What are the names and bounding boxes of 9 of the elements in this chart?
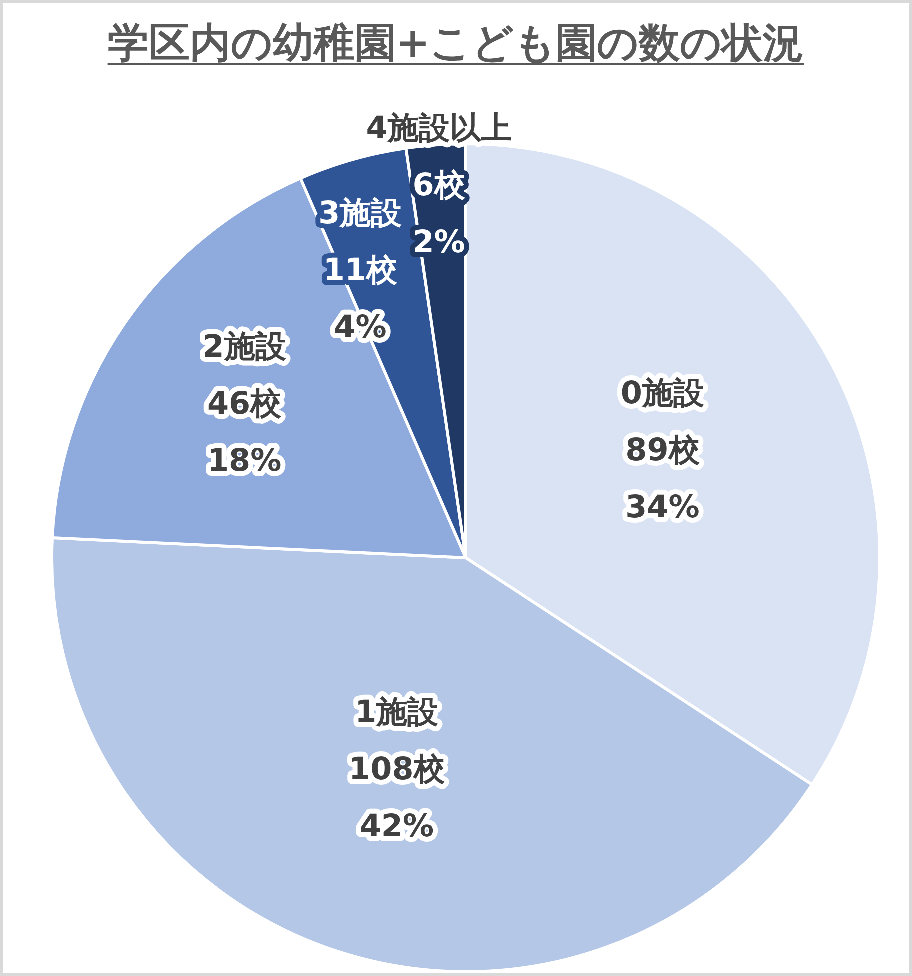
data-label: 108校 42%: [349, 752, 446, 845]
data-label: 89校 34%: [626, 432, 701, 526]
slice-label: 1施設: [355, 694, 439, 731]
slice-label: 4施設以上: [366, 110, 512, 146]
slice-label: 0施設: [620, 376, 704, 412]
slice-label: 3施設: [318, 195, 402, 232]
chart-title: 学区内の幼稚園+こども園の数の状況: [106, 18, 806, 69]
slice-label: 2施設: [202, 329, 286, 366]
data-label: 46校 18%: [207, 386, 283, 480]
